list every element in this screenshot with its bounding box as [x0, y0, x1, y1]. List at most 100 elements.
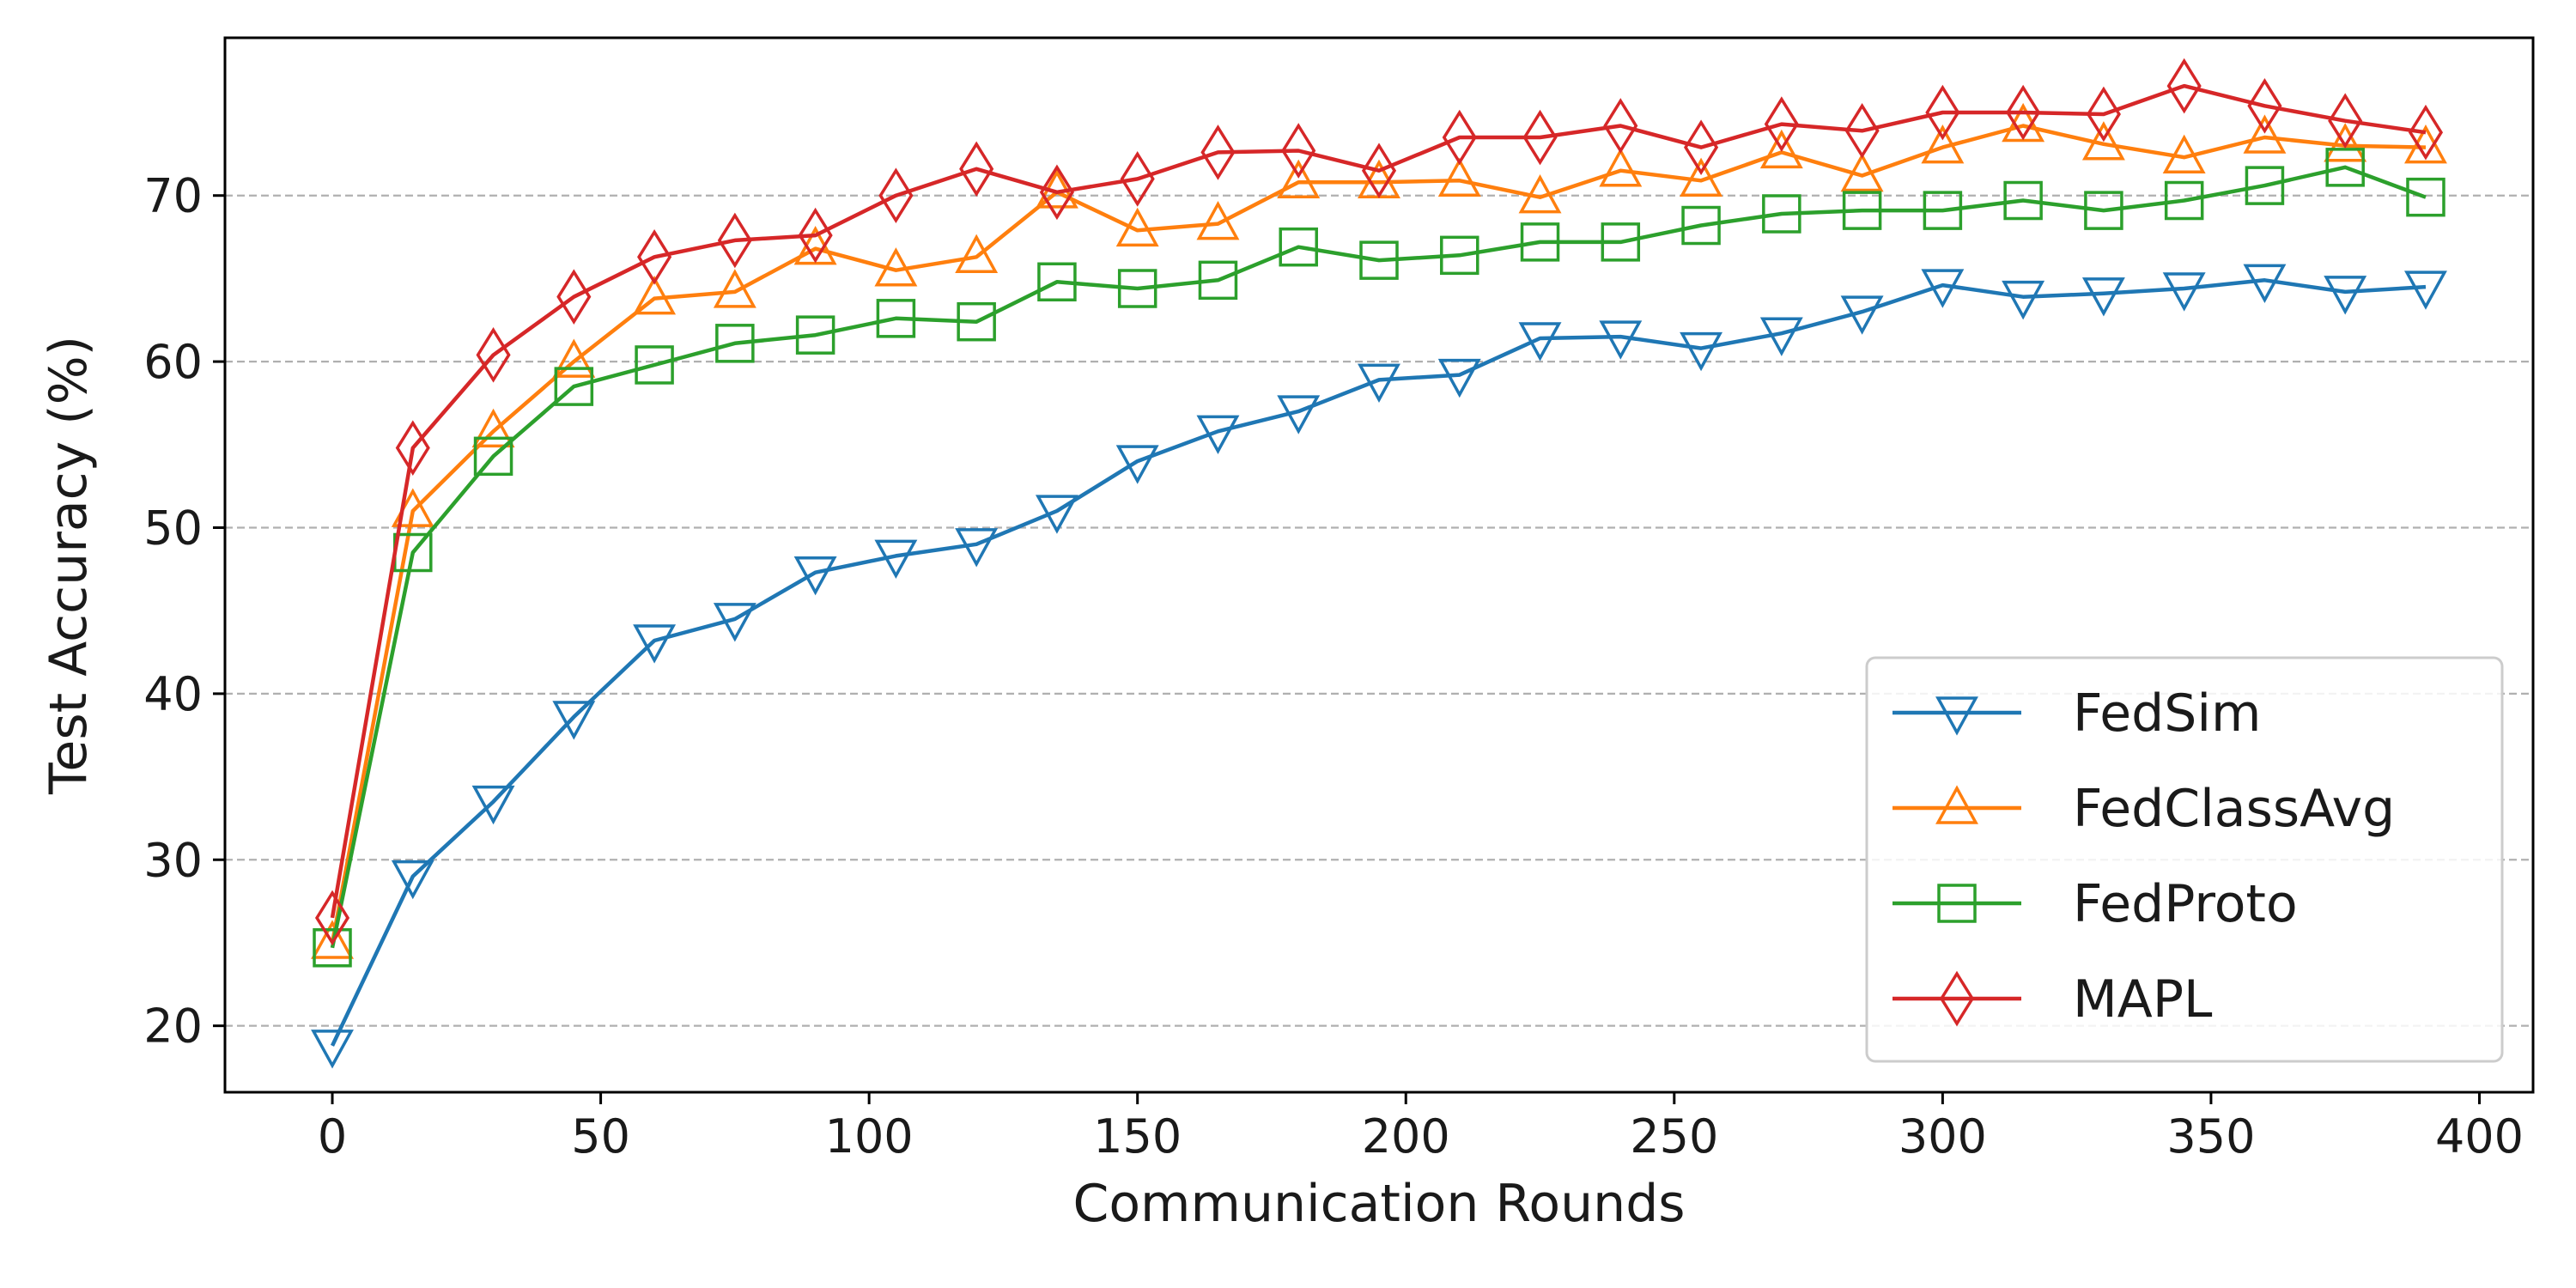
data-point-fedsim — [2243, 264, 2287, 303]
data-point-fedproto — [1842, 191, 1882, 230]
data-point-fedproto — [2084, 191, 2123, 230]
y-tick-label: 70 — [143, 169, 203, 223]
data-point-fedproto — [957, 301, 996, 342]
x-tick-label: 250 — [1630, 1109, 1718, 1163]
data-point-fedproto — [313, 928, 352, 968]
data-point-mapl — [1120, 151, 1155, 207]
data-point-mapl — [314, 890, 350, 946]
data-point-fedclassavg — [2162, 134, 2206, 173]
series-line-fedclassavg — [330, 124, 2427, 944]
data-point-fedsim — [1115, 445, 1159, 484]
x-tick-label: 100 — [825, 1109, 914, 1163]
y-axis-ticks: 20 30 40 50 60 70 — [143, 169, 225, 1054]
y-tick-label: 20 — [143, 999, 203, 1054]
y-tick-label: 50 — [143, 501, 203, 555]
data-point-fedclassavg — [1196, 200, 1240, 240]
data-point-fedproto — [1762, 194, 1801, 234]
data-point-fedproto — [1601, 222, 1641, 262]
data-point-mapl — [2166, 58, 2202, 114]
data-point-fedclassavg — [552, 338, 596, 378]
data-point-fedsim — [1277, 395, 1321, 434]
data-point-mapl — [1684, 119, 1719, 175]
data-point-fedsim — [2081, 277, 2125, 317]
data-point-fedsim — [874, 539, 918, 579]
data-point-fedclassavg — [955, 234, 999, 274]
data-point-mapl — [1442, 109, 1477, 166]
data-point-mapl — [1039, 164, 1074, 221]
y-tick-label: 40 — [143, 667, 203, 721]
plot-frame — [223, 36, 2535, 1094]
data-point-fedclassavg — [2081, 121, 2125, 161]
data-point-mapl — [878, 167, 914, 224]
data-point-mapl — [2247, 77, 2282, 134]
data-point-fedsim — [713, 603, 756, 642]
data-point-fedclassavg — [2324, 123, 2367, 162]
series-layer — [311, 58, 2447, 1069]
data-point-fedproto — [1359, 240, 1399, 280]
data-point-fedsim — [391, 860, 434, 900]
x-tick-label: 350 — [2166, 1109, 2255, 1163]
data-point-fedsim — [471, 785, 515, 825]
legend-entry-mapl: MAPL — [1893, 969, 2213, 1030]
data-point-fedclassavg — [2243, 114, 2287, 154]
data-point-fedproto — [473, 436, 513, 477]
data-point-fedsim — [633, 624, 677, 664]
legend-entry-fedclassavg: FedClassAvg — [1893, 779, 2395, 839]
data-point-fedproto — [2406, 177, 2445, 217]
data-point-fedclassavg — [1518, 174, 1562, 214]
legend-entry-fedsim: FedSim — [1893, 683, 2261, 744]
data-point-fedsim — [1840, 295, 1884, 335]
legend-entry-fedproto: FedProto — [1893, 874, 2298, 934]
series-line-mapl — [330, 83, 2427, 919]
data-point-fedclassavg — [1759, 129, 1803, 169]
data-point-fedproto — [2164, 180, 2204, 221]
legend-marker-fedproto — [1937, 884, 1977, 923]
x-tick-label: 300 — [1899, 1109, 1987, 1163]
data-point-fedclassavg — [471, 408, 515, 448]
data-point-fedsim — [2162, 272, 2206, 312]
data-point-fedproto — [554, 367, 594, 406]
legend-marker-mapl — [1939, 970, 1975, 1027]
data-point-fedsim — [1035, 495, 1078, 534]
series-mapl — [314, 58, 2444, 946]
data-point-fedclassavg — [311, 920, 354, 959]
x-axis-ticks: 0 50 100 150 200 250 300 350 400 — [318, 1092, 2524, 1163]
data-point-fedsim — [1759, 317, 1803, 356]
data-point-mapl — [476, 327, 511, 383]
series-line-fedsim — [330, 278, 2427, 1047]
data-point-mapl — [556, 269, 592, 325]
data-point-mapl — [637, 228, 672, 285]
data-point-mapl — [1522, 109, 1558, 166]
data-point-fedsim — [1358, 363, 1400, 404]
data-point-mapl — [395, 420, 430, 476]
data-point-mapl — [717, 212, 752, 269]
data-point-fedproto — [715, 324, 755, 363]
data-point-fedclassavg — [1840, 152, 1884, 192]
y-axis-label: Test Accuracy (%) — [39, 336, 99, 795]
data-point-fedsim — [2002, 280, 2045, 320]
legend-label: MAPL — [2073, 969, 2213, 1030]
data-point-fedclassavg — [1921, 125, 1965, 164]
data-point-fedclassavg — [1599, 148, 1643, 187]
data-point-fedproto — [795, 315, 835, 355]
legend-marker-fedclassavg — [1935, 785, 1978, 824]
data-point-fedclassavg — [874, 247, 918, 287]
data-point-fedproto — [1037, 262, 1077, 302]
data-point-mapl — [2408, 104, 2444, 161]
data-point-fedsim — [1680, 331, 1723, 372]
data-point-mapl — [1200, 125, 1236, 180]
x-tick-label: 0 — [318, 1109, 347, 1163]
data-point-fedsim — [1196, 415, 1240, 454]
x-tick-label: 200 — [1362, 1109, 1450, 1163]
y-tick-label: 30 — [143, 833, 203, 887]
data-point-fedproto — [1681, 205, 1721, 246]
x-tick-label: 400 — [2435, 1109, 2524, 1163]
x-axis-label: Communication Rounds — [1072, 1174, 1685, 1234]
data-point-fedsim — [1437, 358, 1481, 398]
data-point-fedclassavg — [1437, 157, 1481, 197]
series-fedproto — [313, 148, 2445, 968]
data-point-fedclassavg — [713, 269, 756, 308]
data-point-fedsim — [1518, 322, 1562, 361]
legend-label: FedClassAvg — [2073, 779, 2395, 839]
